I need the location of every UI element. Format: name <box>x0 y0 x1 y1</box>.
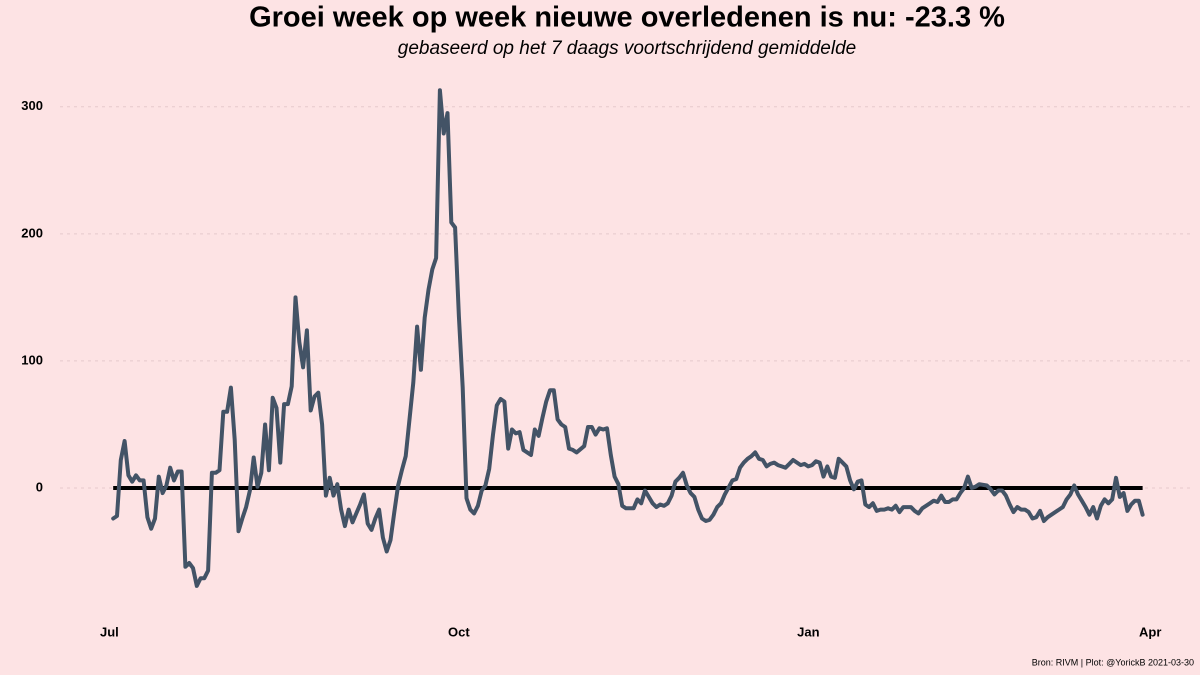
y-tick-label: 200 <box>21 225 43 240</box>
chart-subtitle: gebaseerd op het 7 daags voortschrijdend… <box>398 38 856 59</box>
x-tick-label: Jul <box>100 624 119 639</box>
chart-title: Groei week op week nieuwe overledenen is… <box>249 2 1005 34</box>
y-tick-label: 300 <box>21 98 43 113</box>
x-tick-label: Jan <box>797 624 819 639</box>
x-tick-label: Oct <box>448 624 470 639</box>
y-tick-label: 0 <box>36 479 43 494</box>
x-tick-label: Apr <box>1139 624 1161 639</box>
caption: Bron: RIVM | Plot: @YorickB 2021-03-30 <box>1032 657 1194 667</box>
y-tick-label: 100 <box>21 352 43 367</box>
data-line <box>111 88 1145 588</box>
